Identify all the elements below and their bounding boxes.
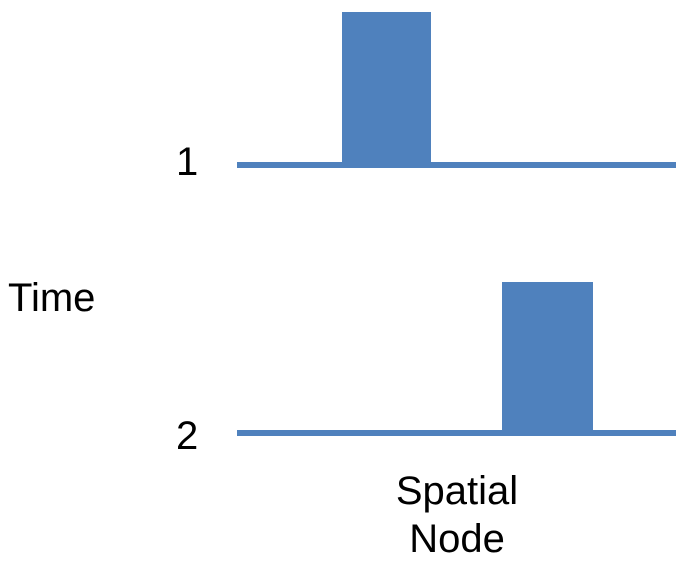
spatial-label-line2: Node — [409, 517, 505, 561]
row-2-label: 2 — [176, 414, 198, 458]
time-row-1: 1 — [176, 12, 676, 184]
row-1-pulse — [342, 12, 431, 165]
time-axis-label: Time — [8, 276, 95, 320]
row-2-pulse — [502, 282, 593, 433]
spatial-label-line1: Spatial — [396, 469, 518, 513]
row-1-label: 1 — [176, 140, 198, 184]
time-row-2: 2 — [176, 282, 676, 458]
spatial-axis-label: Spatial Node — [396, 469, 518, 561]
